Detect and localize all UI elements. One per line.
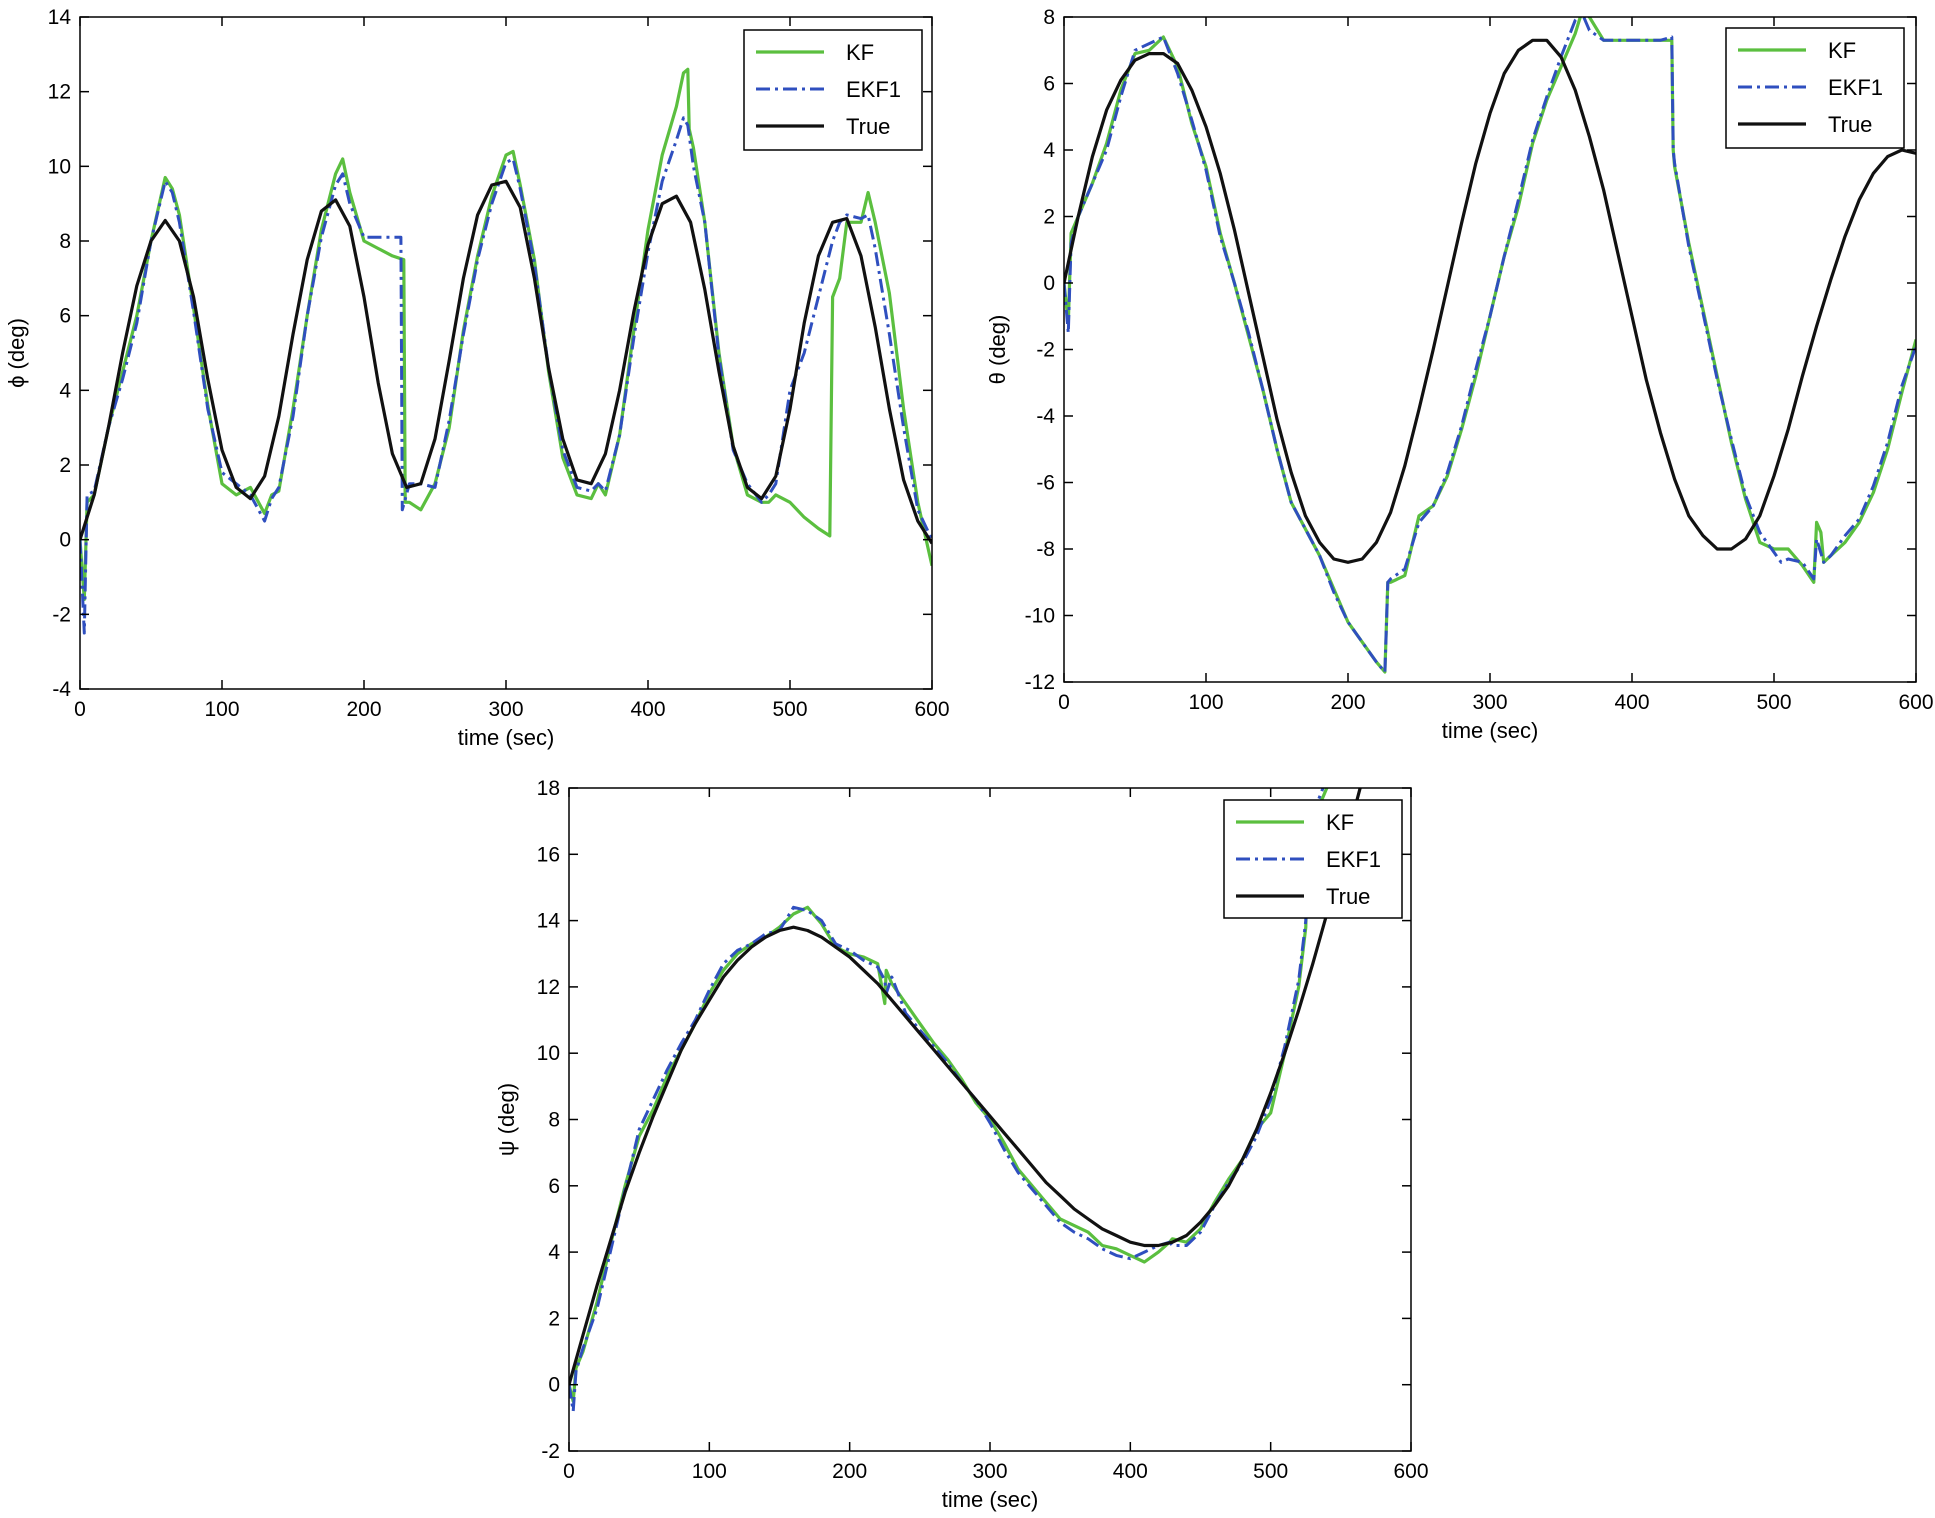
series-group: [80, 67, 932, 635]
y-tick-label: 10: [48, 155, 71, 178]
y-tick-label: 8: [548, 1109, 560, 1132]
chart-panel-0: 0 100 200 300 400 500 600 -4 -2 0 2 4 6 8 10 12 14 time (…: [4, 6, 950, 750]
y-tick-label: -12: [1025, 671, 1055, 694]
y-tick-label: -10: [1025, 605, 1055, 628]
y-tick-label: -6: [1036, 472, 1055, 495]
series-group: [1064, 17, 1916, 674]
legend-label-kf: KF: [1326, 810, 1354, 835]
x-tick-label: 100: [692, 1460, 727, 1483]
y-tick-label: -2: [541, 1440, 560, 1463]
legend-label-true: True: [1828, 112, 1872, 137]
legend-label-true: True: [1326, 884, 1370, 909]
x-tick-label: 400: [630, 698, 665, 721]
x-tick-label: 500: [1253, 1460, 1288, 1483]
x-tick-label: 300: [972, 1460, 1007, 1483]
x-tick-label: 0: [74, 698, 86, 721]
x-tick-label: 200: [1330, 691, 1365, 714]
series-line-true: [1064, 38, 1916, 564]
legend-label-ekf1: EKF1: [846, 77, 901, 102]
x-axis-label: time (sec): [1442, 718, 1539, 743]
legend-label-kf: KF: [1828, 38, 1856, 63]
chart-panel-1: 0 100 200 300 400 500 600 -12 -10 -8 -6 -4 -2 0 2 4 6 8 ti…: [985, 6, 1934, 743]
x-tick-label: 500: [772, 698, 807, 721]
y-tick-label: 8: [59, 230, 71, 253]
y-tick-label: -8: [1036, 538, 1055, 561]
y-axis-label: ψ (deg): [494, 1083, 519, 1156]
y-axis-label: θ (deg): [985, 315, 1010, 385]
legend-label-ekf1: EKF1: [1828, 75, 1883, 100]
y-tick-label: 0: [1043, 272, 1055, 295]
legend-label-kf: KF: [846, 40, 874, 65]
y-tick-label: 8: [1043, 6, 1055, 29]
legend-box: [1223, 799, 1403, 919]
x-tick-label: 100: [1188, 691, 1223, 714]
y-tick-label: 14: [48, 6, 72, 29]
series-line-true: [569, 788, 1362, 1386]
legend: KF EKF1 True: [1223, 799, 1403, 919]
x-tick-label: 300: [488, 698, 523, 721]
series-line-ekf1: [569, 788, 1325, 1413]
x-tick-label: 100: [204, 698, 239, 721]
y-tick-label: 12: [48, 81, 71, 104]
y-tick-label: 14: [537, 910, 561, 933]
x-tick-label: 500: [1756, 691, 1791, 714]
y-tick-label: 0: [548, 1374, 560, 1397]
y-tick-label: 18: [537, 777, 560, 800]
y-tick-label: 2: [59, 454, 71, 477]
series-line-ekf1: [80, 116, 932, 635]
y-tick-label: 16: [537, 843, 560, 866]
series-line-ekf1: [1064, 17, 1916, 674]
y-tick-label: 6: [1043, 73, 1055, 96]
y-tick-label: 6: [59, 305, 71, 328]
y-axis-label: ϕ (deg): [4, 318, 29, 388]
x-tick-label: 400: [1113, 1460, 1148, 1483]
y-tick-label: 2: [1043, 206, 1055, 229]
x-tick-label: 0: [1058, 691, 1070, 714]
legend-label-ekf1: EKF1: [1326, 847, 1381, 872]
y-tick-label: 6: [548, 1175, 560, 1198]
x-axis-label: time (sec): [458, 725, 555, 750]
y-tick-label: -2: [1036, 339, 1055, 362]
x-tick-label: 600: [1898, 691, 1933, 714]
y-tick-label: 0: [59, 529, 71, 552]
legend-box: [1725, 27, 1905, 149]
y-tick-label: 4: [59, 379, 71, 402]
x-tick-label: 400: [1614, 691, 1649, 714]
y-tick-label: 2: [548, 1307, 560, 1330]
x-tick-label: 200: [832, 1460, 867, 1483]
x-axis-label: time (sec): [942, 1487, 1039, 1512]
series-group: [569, 788, 1362, 1413]
y-tick-label: -4: [1036, 405, 1055, 428]
y-tick-label: -4: [52, 678, 71, 701]
legend: KF EKF1 True: [1725, 27, 1905, 149]
y-tick-label: 4: [1043, 139, 1055, 162]
legend: KF EKF1 True: [743, 29, 923, 151]
x-tick-label: 200: [346, 698, 381, 721]
y-tick-label: 4: [548, 1241, 560, 1264]
x-tick-label: 600: [1393, 1460, 1428, 1483]
y-tick-label: -2: [52, 603, 71, 626]
legend-box: [743, 29, 923, 151]
chart-panel-2: 0 100 200 300 400 500 600-2024681012141618time…: [494, 777, 1429, 1512]
x-tick-label: 300: [1472, 691, 1507, 714]
x-tick-label: 0: [563, 1460, 575, 1483]
x-tick-label: 600: [914, 698, 949, 721]
legend-label-true: True: [846, 114, 890, 139]
y-tick-label: 10: [537, 1042, 560, 1065]
y-tick-label: 12: [537, 976, 560, 999]
series-line-true: [80, 179, 932, 545]
